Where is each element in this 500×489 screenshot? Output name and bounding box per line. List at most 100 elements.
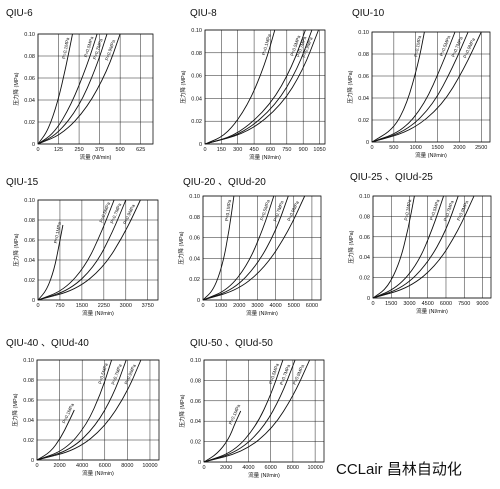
series-line [372, 195, 475, 299]
x-tick-label: 450 [249, 147, 258, 153]
y-tick-label: 0.06 [358, 74, 369, 80]
series-line [202, 195, 306, 301]
y-tick-label: 0.06 [24, 76, 35, 82]
x-axis-label: 流量 (Nl/min) [415, 151, 447, 159]
chart-title-main: QIU-15 [6, 177, 39, 188]
chart-title-main: QIU-40 、QIU [6, 338, 69, 349]
x-tick-label: 625 [136, 147, 145, 153]
x-axis-label: 流量 (Nl/min) [80, 153, 112, 161]
chart-title-suffix: d-25 [412, 172, 433, 183]
series-label: P=0.1MPa [261, 33, 272, 56]
x-tick-label: 2000 [233, 303, 245, 309]
y-tick-label: 0.04 [359, 255, 370, 261]
y-tick-label: 0.04 [23, 418, 34, 424]
x-tick-label: 0 [201, 303, 204, 309]
x-tick-label: 9000 [476, 301, 488, 307]
chart-title: QIU-15 [6, 177, 38, 189]
series-line [202, 195, 275, 301]
series-line [203, 410, 242, 463]
series-line [36, 409, 75, 461]
series-label: P=0.1MPa [413, 35, 422, 58]
x-tick-label: 1000 [410, 145, 422, 151]
series-label: P=0.5MPa [259, 199, 271, 221]
x-tick-label: 6000 [99, 463, 111, 469]
x-tick-label: 300 [233, 147, 242, 153]
x-tick-label: 750 [55, 303, 64, 309]
y-tick-label: 0 [32, 142, 35, 148]
x-tick-label: 0 [203, 147, 206, 153]
x-tick-label: 5000 [288, 303, 300, 309]
x-tick-label: 1500 [431, 145, 443, 151]
chart-title: QIU-8 [190, 8, 217, 20]
x-tick-label: 2500 [475, 145, 487, 151]
y-tick-label: 0.08 [358, 52, 369, 58]
y-tick-label: 0.08 [359, 214, 370, 220]
plot-frame [36, 359, 160, 461]
y-tick-label: 0.08 [24, 218, 35, 224]
y-tick-label: 0.06 [359, 235, 370, 241]
chart-title-main: QIU-25 、QIU [350, 172, 413, 183]
series-line [37, 199, 141, 301]
series-line [371, 31, 425, 143]
y-tick-label: 0 [366, 140, 369, 146]
series-label: P=0.5MPa [83, 35, 94, 58]
y-tick-label: 0.08 [23, 378, 34, 384]
chart-plot: 0 0.02 0.04 0.06 0.08 0.10 0 1500 3000 4500 6000 75… [347, 194, 492, 315]
y-axis-label: 压力降 (MPa) [177, 231, 185, 264]
series-line [372, 195, 445, 299]
series-line [372, 195, 415, 299]
y-tick-label: 0.02 [189, 277, 200, 283]
y-tick-label: 0 [198, 460, 201, 466]
plot-frame [204, 29, 326, 145]
x-tick-label: 6000 [306, 303, 318, 309]
x-axis-label: 流量 (Nl/min) [82, 469, 114, 477]
x-tick-label: 6000 [440, 301, 452, 307]
chart-plot: 0 0.02 0.04 0.06 0.08 0.10 0 1000 2000 3000 4000 50… [177, 194, 322, 317]
y-axis-label: 压力降 (MPa) [346, 70, 354, 103]
y-tick-label: 0.02 [191, 119, 202, 125]
series-line [202, 195, 235, 301]
x-tick-label: 8000 [121, 463, 133, 469]
series-label: P=0.7MPa [92, 38, 104, 60]
series-line [37, 33, 121, 145]
x-tick-label: 0 [202, 465, 205, 471]
x-tick-label: 1000 [215, 303, 227, 309]
series-line [37, 224, 64, 301]
series-line [37, 33, 73, 145]
x-tick-label: 750 [282, 147, 291, 153]
chart-title-main: QIU-50 、QIU [190, 338, 253, 349]
y-tick-label: 0.08 [191, 51, 202, 57]
x-tick-label: 0 [35, 463, 38, 469]
brand-label: CCLair 昌林自动化 [336, 458, 462, 479]
x-tick-label: 3000 [251, 303, 263, 309]
chart-plot: 0 0.02 0.04 0.06 0.08 0.10 0 750 1500 2250 3000 375… [12, 198, 159, 317]
x-tick-label: 1500 [385, 301, 397, 307]
x-tick-label: 900 [299, 147, 308, 153]
series-line [37, 33, 108, 145]
y-tick-label: 0.02 [23, 438, 34, 444]
y-tick-label: 0 [367, 296, 370, 302]
y-tick-label: 0.10 [190, 358, 201, 364]
y-tick-label: 0.10 [189, 194, 200, 200]
x-tick-label: 1050 [313, 147, 325, 153]
series-line [203, 359, 311, 463]
x-tick-label: 4000 [76, 463, 88, 469]
y-tick-label: 0.02 [24, 120, 35, 126]
y-tick-label: 0.04 [191, 96, 202, 102]
chart-plot: 0 0.02 0.04 0.06 0.08 0.10 0 2000 4000 6000 8000 10… [178, 358, 325, 479]
y-axis-label: 压力降 (MPa) [12, 233, 20, 266]
series-label: P=0.1MPa [224, 199, 232, 221]
x-tick-label: 10000 [142, 463, 157, 469]
brand-cn: 昌林自动化 [386, 461, 462, 478]
x-tick-label: 3750 [142, 303, 154, 309]
series-label: P=0.1MPa [403, 199, 412, 222]
x-tick-label: 600 [266, 147, 275, 153]
series-line [36, 359, 142, 461]
chart-title: QIU-20 、QIUd-20 [183, 177, 266, 189]
series-label: P=0.5MPa [97, 362, 108, 385]
chart-title-main: QIU-6 [6, 8, 33, 19]
chart-title-main: QIU-20 、QIU [183, 177, 246, 188]
x-tick-label: 500 [116, 147, 125, 153]
x-tick-label: 150 [217, 147, 226, 153]
chart-title-main: QIU-10 [352, 8, 385, 19]
